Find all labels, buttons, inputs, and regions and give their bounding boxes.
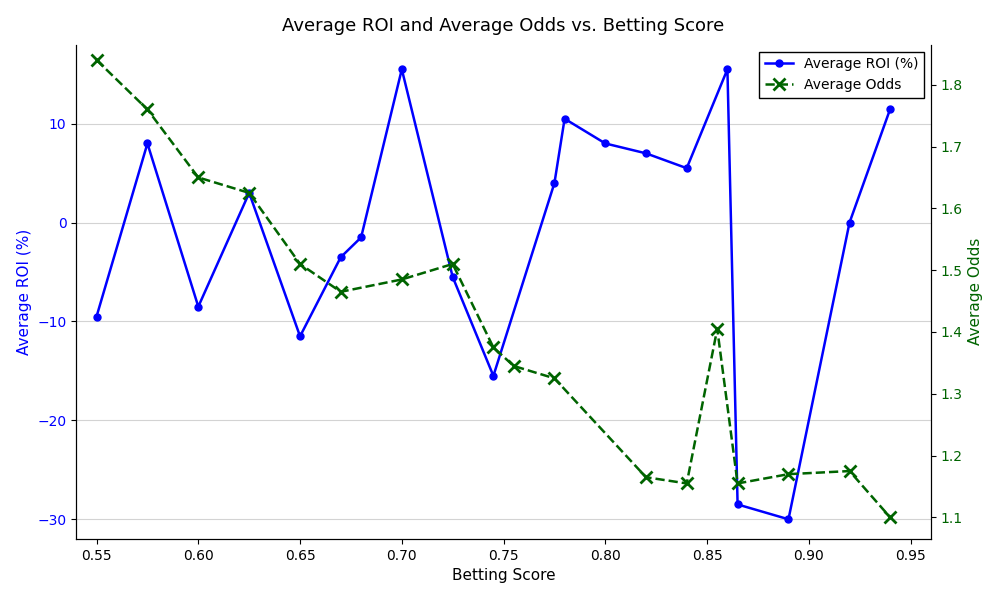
Average ROI (%) (294, 333, 306, 340)
Average Odds (508, 362, 520, 370)
Average Odds (548, 375, 560, 382)
Average Odds (884, 514, 896, 521)
Title: Average ROI and Average Odds vs. Betting Score: Average ROI and Average Odds vs. Betting… (282, 17, 725, 35)
X-axis label: Betting Score: Betting Score (452, 568, 555, 583)
Average ROI (%) (548, 179, 560, 187)
Average Odds (294, 260, 306, 268)
Average ROI (%) (732, 501, 744, 508)
Average ROI (%) (91, 313, 103, 320)
Average Odds (447, 260, 459, 268)
Average ROI (%) (884, 105, 896, 112)
Average Odds (141, 106, 153, 113)
Average ROI (%) (782, 515, 794, 523)
Average ROI (%) (681, 164, 693, 172)
Average ROI (%) (355, 234, 367, 241)
Average ROI (%) (721, 65, 733, 73)
Average Odds (243, 190, 255, 197)
Legend: Average ROI (%), Average Odds: Average ROI (%), Average Odds (759, 52, 924, 98)
Average ROI (%) (599, 140, 611, 147)
Y-axis label: Average ROI (%): Average ROI (%) (17, 229, 32, 355)
Average Odds (844, 467, 856, 475)
Average Odds (681, 480, 693, 487)
Average Odds (640, 473, 652, 481)
Average ROI (%) (243, 190, 255, 197)
Average ROI (%) (447, 274, 459, 281)
Average ROI (%) (192, 303, 204, 310)
Line: Average ROI (%): Average ROI (%) (93, 66, 894, 523)
Average Odds (192, 174, 204, 181)
Line: Average Odds: Average Odds (91, 55, 896, 523)
Average ROI (%) (335, 254, 347, 261)
Average ROI (%) (640, 150, 652, 157)
Average Odds (396, 276, 408, 283)
Average Odds (91, 56, 103, 64)
Average ROI (%) (487, 372, 499, 379)
Average Odds (711, 325, 723, 332)
Average ROI (%) (396, 65, 408, 73)
Average Odds (335, 288, 347, 295)
Y-axis label: Average Odds: Average Odds (968, 238, 983, 346)
Average Odds (732, 480, 744, 487)
Average Odds (487, 344, 499, 351)
Average ROI (%) (141, 140, 153, 147)
Average Odds (782, 470, 794, 478)
Average ROI (%) (559, 115, 571, 122)
Average ROI (%) (844, 219, 856, 226)
